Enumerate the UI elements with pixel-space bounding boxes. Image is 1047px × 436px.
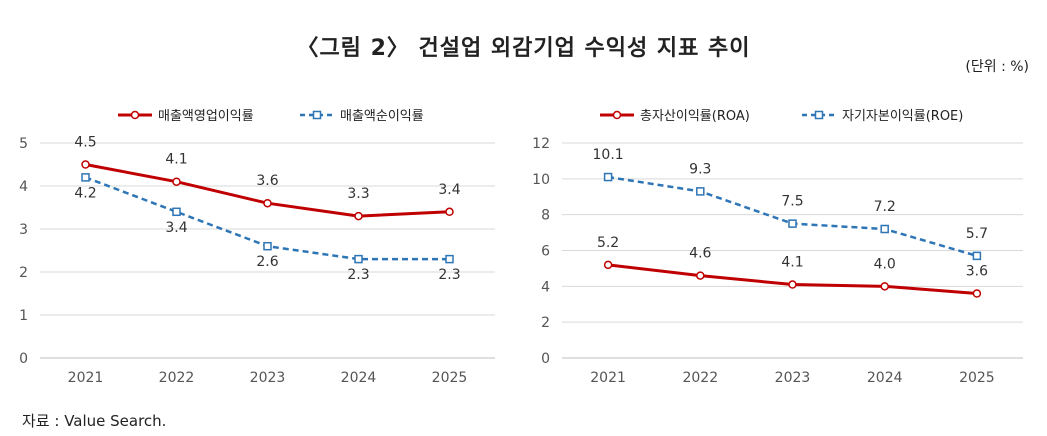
data-label: 7.5 [781, 194, 803, 210]
y-tick-label: 4 [19, 179, 28, 195]
data-label: 5.2 [597, 235, 619, 251]
y-tick-label: 0 [19, 351, 28, 367]
data-label: 10.1 [593, 147, 624, 163]
legend-label: 매출액순이익률 [340, 109, 424, 124]
data-point [788, 219, 797, 228]
data-point [788, 280, 797, 289]
data-point [880, 282, 889, 291]
data-label: 4.0 [874, 256, 896, 272]
chart-left: 0 1 2 3 4 5 2021 2022 2023 2024 2025 매출액영업이익률 매출액순이익… [19, 109, 495, 386]
data-point [972, 289, 982, 298]
data-label: 4.1 [165, 152, 187, 168]
data-label: 4.2 [74, 185, 96, 201]
data-point [445, 207, 454, 217]
data-point [172, 177, 181, 186]
data-point [354, 211, 363, 221]
data-label: 7.2 [874, 199, 896, 215]
data-point [972, 251, 982, 261]
y-tick-label: 3 [19, 222, 28, 238]
data-label: 4.1 [781, 255, 803, 271]
legend-marker [130, 110, 140, 120]
x-tick-label: 2025 [432, 370, 468, 386]
data-point [696, 271, 705, 280]
data-point [81, 160, 90, 169]
unit-label: (단위 : %) [965, 59, 1029, 75]
y-tick-label: 1 [19, 308, 28, 324]
legend-label: 총자산이익률(ROA) [640, 109, 750, 124]
data-point [445, 254, 454, 264]
data-label: 9.3 [689, 161, 711, 177]
y-tick-label: 8 [541, 208, 550, 224]
y-tick-label: 2 [19, 265, 28, 281]
legend-label: 매출액영업이익률 [158, 109, 254, 124]
data-label: 3.6 [966, 264, 988, 280]
data-label: 3.4 [438, 182, 460, 198]
source-note: 자료 : Value Search. [22, 412, 167, 430]
x-tick-label: 2024 [867, 370, 903, 386]
legend-marker [814, 110, 824, 120]
y-tick-label: 5 [19, 136, 28, 152]
data-point [696, 187, 705, 196]
data-label: 3.4 [165, 220, 187, 236]
y-tick-label: 6 [541, 244, 550, 260]
x-tick-label: 2021 [590, 370, 626, 386]
chart-right: 0 2 4 6 8 10 12 2021 2022 2023 2024 2025 총자산이익률(ROA)… [532, 109, 1023, 386]
figure-title: 〈그림 2〉 건설업 외감기업 수익성 지표 추이 [296, 36, 751, 61]
data-point [263, 198, 272, 208]
data-point [172, 207, 181, 217]
data-label: 3.6 [256, 173, 278, 189]
series-line [607, 175, 978, 258]
x-tick-label: 2023 [250, 370, 286, 386]
x-tick-label: 2021 [68, 370, 104, 386]
data-point [354, 254, 363, 264]
data-label: 2.6 [256, 254, 278, 270]
y-tick-label: 2 [541, 315, 550, 331]
x-tick-label: 2022 [682, 370, 718, 386]
data-label: 2.3 [347, 267, 369, 283]
x-tick-label: 2024 [341, 370, 377, 386]
data-label: 2.3 [438, 267, 460, 283]
legend-marker [612, 110, 622, 120]
data-label: 5.7 [966, 226, 988, 242]
y-tick-label: 0 [541, 351, 550, 367]
data-point [880, 224, 889, 234]
x-tick-label: 2023 [775, 370, 811, 386]
data-point [81, 173, 90, 182]
data-label: 4.5 [74, 135, 96, 151]
data-label: 4.6 [689, 246, 711, 262]
data-label: 3.3 [347, 186, 369, 202]
x-tick-label: 2022 [159, 370, 195, 386]
y-tick-label: 4 [541, 279, 550, 295]
y-tick-label: 12 [532, 136, 550, 152]
y-tick-label: 10 [532, 172, 550, 188]
data-point [603, 260, 613, 270]
legend-marker [312, 110, 322, 120]
legend-label: 자기자본이익률(ROE) [842, 109, 963, 124]
data-point [603, 172, 613, 182]
data-point [263, 241, 272, 251]
x-tick-label: 2025 [959, 370, 995, 386]
